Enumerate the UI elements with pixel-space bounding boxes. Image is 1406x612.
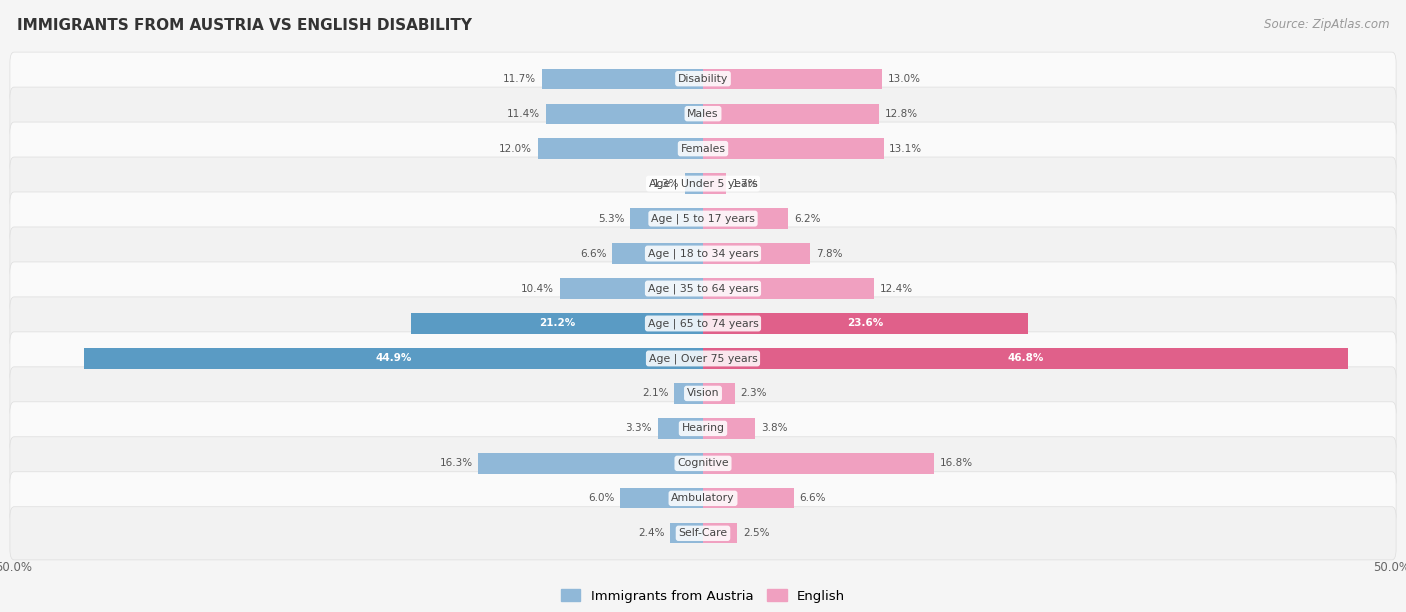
Text: 1.3%: 1.3% [652, 179, 679, 188]
Bar [703, 278, 875, 299]
FancyBboxPatch shape [10, 332, 1396, 385]
Text: 2.5%: 2.5% [742, 528, 769, 539]
Bar [703, 488, 794, 509]
FancyBboxPatch shape [10, 437, 1396, 490]
Text: 6.6%: 6.6% [581, 248, 606, 258]
FancyBboxPatch shape [10, 367, 1396, 420]
Text: 3.8%: 3.8% [761, 424, 787, 433]
Text: 6.2%: 6.2% [794, 214, 821, 223]
Bar [703, 138, 883, 159]
Text: 13.0%: 13.0% [887, 73, 921, 84]
Text: 1.7%: 1.7% [733, 179, 758, 188]
Text: 10.4%: 10.4% [522, 283, 554, 294]
Text: 46.8%: 46.8% [1007, 354, 1043, 364]
Text: Hearing: Hearing [682, 424, 724, 433]
Text: 2.3%: 2.3% [740, 389, 766, 398]
Text: Self-Care: Self-Care [679, 528, 727, 539]
FancyBboxPatch shape [10, 262, 1396, 315]
FancyBboxPatch shape [10, 157, 1396, 210]
Text: 44.9%: 44.9% [375, 354, 412, 364]
Bar [703, 209, 789, 229]
Bar [478, 453, 703, 474]
Text: Males: Males [688, 109, 718, 119]
Bar [620, 488, 703, 509]
Text: 11.7%: 11.7% [503, 73, 536, 84]
Bar [84, 348, 703, 368]
Bar [703, 69, 882, 89]
Text: 2.4%: 2.4% [638, 528, 665, 539]
Text: 7.8%: 7.8% [815, 248, 842, 258]
Text: 6.0%: 6.0% [589, 493, 614, 503]
Bar [537, 138, 703, 159]
Bar [612, 244, 703, 264]
FancyBboxPatch shape [10, 507, 1396, 560]
Bar [703, 348, 1348, 368]
FancyBboxPatch shape [10, 402, 1396, 455]
FancyBboxPatch shape [10, 192, 1396, 245]
Bar [630, 209, 703, 229]
Text: Age | 5 to 17 years: Age | 5 to 17 years [651, 214, 755, 224]
Text: 23.6%: 23.6% [848, 318, 884, 329]
Bar [703, 383, 735, 403]
Bar [546, 103, 703, 124]
Text: Source: ZipAtlas.com: Source: ZipAtlas.com [1264, 18, 1389, 31]
Bar [411, 313, 703, 334]
Bar [541, 69, 703, 89]
Text: IMMIGRANTS FROM AUSTRIA VS ENGLISH DISABILITY: IMMIGRANTS FROM AUSTRIA VS ENGLISH DISAB… [17, 18, 472, 34]
FancyBboxPatch shape [10, 297, 1396, 350]
Bar [673, 383, 703, 403]
Text: 16.8%: 16.8% [941, 458, 973, 468]
Text: 21.2%: 21.2% [538, 318, 575, 329]
Text: 12.8%: 12.8% [884, 109, 918, 119]
Bar [703, 523, 738, 543]
Bar [703, 313, 1028, 334]
FancyBboxPatch shape [10, 472, 1396, 525]
Bar [669, 523, 703, 543]
Text: 12.4%: 12.4% [879, 283, 912, 294]
Text: 2.1%: 2.1% [643, 389, 669, 398]
Text: 3.3%: 3.3% [626, 424, 652, 433]
Text: Females: Females [681, 144, 725, 154]
Text: Age | Over 75 years: Age | Over 75 years [648, 353, 758, 364]
Text: 16.3%: 16.3% [440, 458, 472, 468]
Text: Cognitive: Cognitive [678, 458, 728, 468]
Bar [560, 278, 703, 299]
Text: Age | 65 to 74 years: Age | 65 to 74 years [648, 318, 758, 329]
Bar [658, 418, 703, 439]
Text: 5.3%: 5.3% [598, 214, 624, 223]
Text: Ambulatory: Ambulatory [671, 493, 735, 503]
Bar [703, 244, 810, 264]
Text: Age | Under 5 years: Age | Under 5 years [648, 178, 758, 189]
Text: 12.0%: 12.0% [499, 144, 531, 154]
FancyBboxPatch shape [10, 122, 1396, 175]
Text: Vision: Vision [686, 389, 720, 398]
Text: 6.6%: 6.6% [800, 493, 825, 503]
Bar [703, 418, 755, 439]
FancyBboxPatch shape [10, 87, 1396, 140]
Bar [703, 103, 879, 124]
Text: Disability: Disability [678, 73, 728, 84]
Text: 11.4%: 11.4% [508, 109, 540, 119]
Text: Age | 35 to 64 years: Age | 35 to 64 years [648, 283, 758, 294]
Bar [703, 173, 727, 194]
FancyBboxPatch shape [10, 52, 1396, 105]
Legend: Immigrants from Austria, English: Immigrants from Austria, English [555, 584, 851, 608]
FancyBboxPatch shape [10, 227, 1396, 280]
Bar [685, 173, 703, 194]
Text: Age | 18 to 34 years: Age | 18 to 34 years [648, 248, 758, 259]
Text: 13.1%: 13.1% [889, 144, 922, 154]
Bar [703, 453, 935, 474]
